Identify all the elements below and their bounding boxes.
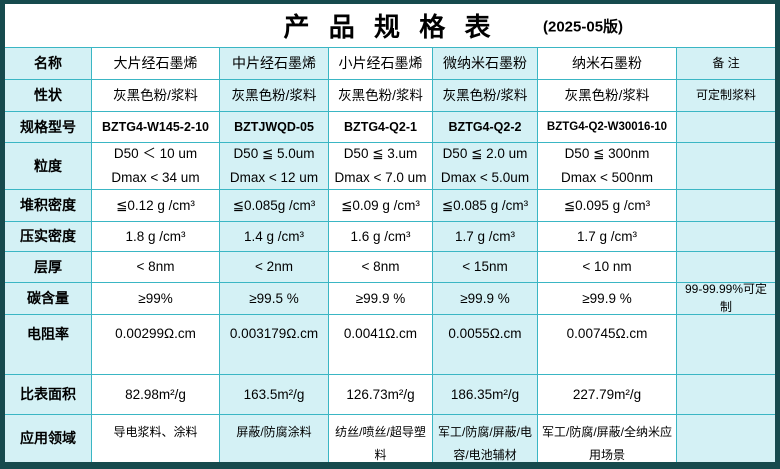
cell-particle-size-col4: D50 ≦ 2.0 um Dmax ˂ 5.0um [433,143,537,189]
cell-layer-thickness-col1: ˂ 8nm [92,252,219,282]
cell-model-col3: BZTG4-Q2-1 [329,112,432,142]
cell-layer-thickness-col3: ˂ 8nm [329,252,432,282]
table-title-row: 产 品 规 格 表 (2025-05版) [5,4,775,47]
remark-resistivity [677,315,775,374]
cell-tap-density-col2: 1.4 g /cm³ [220,222,328,251]
cell-appearance-col4: 灰黑色粉/浆料 [433,80,537,111]
row-label-resistivity: 电阻率 [5,315,91,374]
row-label-layer-thickness: 层厚 [5,252,91,282]
cell-name-col5: 纳米石墨粉 [538,48,676,79]
remark-layer-thickness [677,252,775,282]
cell-bulk-density-col5: ≦0.095 g /cm³ [538,190,676,221]
cell-appearance-col5: 灰黑色粉/浆料 [538,80,676,111]
remark-appearance: 可定制浆料 [677,80,775,111]
cell-applications-col4: 军工/防腐/屏蔽/电容/电池辅材 [433,415,537,462]
cell-surface-area-col5: 227.79m²/g [538,375,676,414]
cell-carbon-content-col1: ≥99% [92,283,219,314]
cell-model-col5: BZTG4-Q2-W30016-10 [538,112,676,142]
cell-model-col2: BZTJWQD-05 [220,112,328,142]
row-label-name: 名称 [5,48,91,79]
cell-model-col4: BZTG4-Q2-2 [433,112,537,142]
cell-bulk-density-col2: ≦0.085g /cm³ [220,190,328,221]
cell-layer-thickness-col5: ˂ 10 nm [538,252,676,282]
cell-surface-area-col3: 126.73m²/g [329,375,432,414]
cell-carbon-content-col5: ≥99.9 % [538,283,676,314]
cell-resistivity-col5: 0.00745Ω.cm [538,315,676,374]
remark-model [677,112,775,142]
cell-resistivity-col3: 0.0041Ω.cm [329,315,432,374]
cell-surface-area-col2: 163.5m²/g [220,375,328,414]
cell-particle-size-col5: D50 ≦ 300nm Dmax ˂ 500nm [538,143,676,189]
cell-bulk-density-col1: ≦0.12 g /cm³ [92,190,219,221]
cell-resistivity-col2: 0.003179Ω.cm [220,315,328,374]
row-label-bulk-density: 堆积密度 [5,190,91,221]
row-label-tap-density: 压实密度 [5,222,91,251]
cell-tap-density-col5: 1.7 g /cm³ [538,222,676,251]
cell-bulk-density-col3: ≦0.09 g /cm³ [329,190,432,221]
cell-carbon-content-col4: ≥99.9 % [433,283,537,314]
remark-surface-area [677,375,775,414]
remark-tap-density [677,222,775,251]
cell-particle-size-col3: D50 ≦ 3.um Dmax ˂ 7.0 um [329,143,432,189]
remark-carbon-content: 99-99.99%可定制 [677,283,775,314]
cell-carbon-content-col2: ≥99.5 % [220,283,328,314]
page-title: 产 品 规 格 表 [283,12,497,42]
cell-tap-density-col4: 1.7 g /cm³ [433,222,537,251]
cell-resistivity-col4: 0.0055Ω.cm [433,315,537,374]
cell-name-col2: 中片经石墨烯 [220,48,328,79]
cell-surface-area-col4: 186.35m²/g [433,375,537,414]
remark-particle-size [677,143,775,189]
cell-layer-thickness-col4: ˂ 15nm [433,252,537,282]
row-label-surface-area: 比表面积 [5,375,91,414]
remark-bulk-density [677,190,775,221]
cell-appearance-col1: 灰黑色粉/浆料 [92,80,219,111]
cell-model-col1: BZTG4-W145-2-10 [92,112,219,142]
cell-applications-col3: 纺丝/喷丝/超导塑料 [329,415,432,462]
row-label-carbon-content: 碳含量 [5,283,91,314]
cell-bulk-density-col4: ≦0.085 g /cm³ [433,190,537,221]
cell-applications-col5: 军工/防腐/屏蔽/全纳米应用场景 [538,415,676,462]
spec-table: 产 品 规 格 表 (2025-05版) 名称 大片经石墨烯 中片经石墨烯 小片经石墨… [5,4,775,462]
title-version: (2025-05版) [543,18,624,35]
cell-tap-density-col3: 1.6 g /cm³ [329,222,432,251]
cell-surface-area-col1: 82.98m²/g [92,375,219,414]
cell-name-col1: 大片经石墨烯 [92,48,219,79]
remark-name: 备 注 [677,48,775,79]
cell-layer-thickness-col2: ˂ 2nm [220,252,328,282]
cell-appearance-col3: 灰黑色粉/浆料 [329,80,432,111]
cell-carbon-content-col3: ≥99.9 % [329,283,432,314]
row-label-model: 规格型号 [5,112,91,142]
remark-applications [677,415,775,462]
row-label-particle-size: 粒度 [5,143,91,189]
cell-applications-col1: 导电浆料、涂料 [92,415,219,462]
cell-particle-size-col2: D50 ≦ 5.0um Dmax ˂ 12 um [220,143,328,189]
row-label-applications: 应用领域 [5,415,91,462]
cell-tap-density-col1: 1.8 g /cm³ [92,222,219,251]
cell-name-col4: 微纳米石墨粉 [433,48,537,79]
cell-appearance-col2: 灰黑色粉/浆料 [220,80,328,111]
row-label-appearance: 性状 [5,80,91,111]
cell-particle-size-col1: D50 ＜ 10 um Dmax ˂ 34 um [92,143,219,189]
cell-name-col3: 小片经石墨烯 [329,48,432,79]
cell-resistivity-col1: 0.00299Ω.cm [92,315,219,374]
cell-applications-col2: 屏蔽/防腐涂料 [220,415,328,462]
